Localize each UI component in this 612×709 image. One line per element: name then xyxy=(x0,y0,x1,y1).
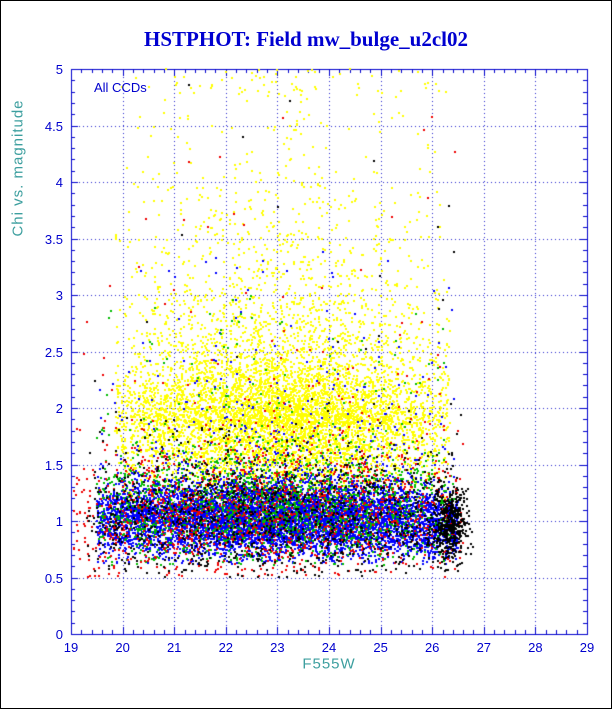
y-tick-label: 3 xyxy=(55,288,63,303)
y-axis-label: Chi vs. magnitude xyxy=(9,99,27,237)
y-tick-label: 4 xyxy=(55,175,63,190)
y-tick-label: 2.5 xyxy=(44,344,63,360)
y-tick-label: 0 xyxy=(55,627,63,642)
y-tick-label: 1.5 xyxy=(44,457,63,473)
y-tick-label: 4.5 xyxy=(44,118,63,134)
ccd-annotation: All CCDs xyxy=(94,80,147,95)
x-tick-label: 19 xyxy=(63,640,79,655)
x-tick-label: 28 xyxy=(528,640,543,655)
x-tick-label: 22 xyxy=(218,640,234,655)
y-tick-label: 5 xyxy=(55,62,63,77)
x-tick-label: 27 xyxy=(476,640,492,655)
x-axis-label: F555W xyxy=(302,655,356,673)
y-tick-label: 3.5 xyxy=(44,231,63,247)
x-tick-label: 21 xyxy=(166,640,182,655)
chart-title: HSTPHOT: Field mw_bulge_u2cl02 xyxy=(144,27,468,51)
y-tick-label: 2 xyxy=(55,401,63,416)
x-tick-label: 26 xyxy=(424,640,440,655)
x-tick-label: 25 xyxy=(373,640,388,655)
x-tick-label: 24 xyxy=(321,640,337,655)
y-tick-label: 1 xyxy=(55,514,63,529)
x-tick-label: 29 xyxy=(579,640,595,655)
x-tick-label: 23 xyxy=(270,640,285,655)
x-tick-label: 20 xyxy=(115,640,130,655)
y-tick-label: 0.5 xyxy=(44,570,63,586)
